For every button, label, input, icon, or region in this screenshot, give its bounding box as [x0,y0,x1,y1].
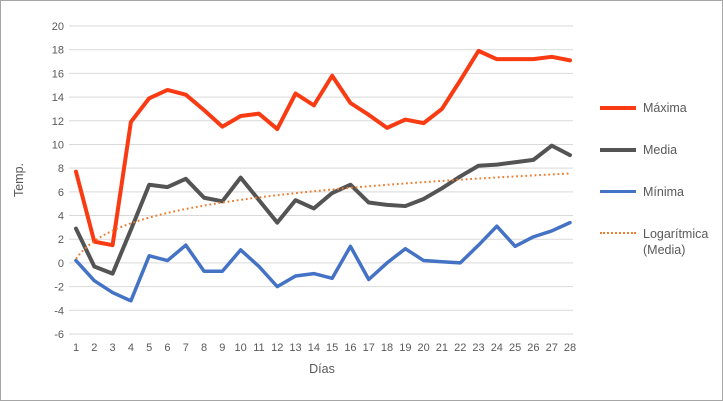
y-tick-label: 12 [52,116,64,128]
legend-label: Mínima [643,185,684,199]
x-tick-label: 19 [399,342,411,354]
x-tick-label: 22 [454,342,466,354]
x-tick-label: 21 [436,342,448,354]
x-tick-label: 2 [91,342,97,354]
legend-label: Media [643,143,678,157]
gridlines [69,25,573,335]
y-tick-label: 6 [58,187,64,199]
series-line-m-nima [74,220,572,303]
x-tick-label: 5 [146,342,152,354]
y-tick-label: 0 [58,258,64,270]
legend-label: Logarítmica (Media) [643,227,709,257]
legend: Máxima Media Mínima Logarítmica (Media) [600,100,720,258]
x-tick-label: 15 [326,342,338,354]
x-tick-label: 11 [253,342,264,354]
x-tick-label: 12 [271,342,283,354]
y-tick-label: 20 [52,21,64,33]
x-tick-label: 4 [128,342,134,354]
y-tick-label: -6 [54,329,64,341]
x-tick-label: 9 [219,342,225,354]
series-line-media [74,143,572,276]
x-tick-label: 7 [183,342,189,354]
x-tick-label: 26 [527,342,539,354]
x-tick-label: 16 [344,342,356,354]
x-tick-label: 20 [418,342,430,354]
y-tick-label: 4 [58,211,64,223]
legend-swatch-m-nima-line [600,190,636,193]
x-tick-label: 27 [546,342,558,354]
legend-item-m-nima[interactable]: Mínima [600,184,720,200]
x-tick-label: 3 [110,342,116,354]
series-line-m-xima [74,48,572,248]
legend-item-logar-tmica-media[interactable]: Logarítmica (Media) [600,226,720,258]
x-axis-title: Días [309,362,335,376]
y-tick-label: 14 [52,92,64,104]
x-tick-label: 1 [73,342,79,354]
y-tick-label: 8 [58,163,64,175]
legend-label: Máxima [643,101,687,115]
legend-item-m-xima[interactable]: Máxima [600,100,720,116]
y-tick-label: 16 [52,68,64,80]
x-tick-label: 24 [491,342,503,354]
y-tick-label: -2 [54,282,64,294]
x-tick-label: 25 [509,342,521,354]
x-tick-label: 13 [289,342,301,354]
x-tick-label: 10 [235,342,247,354]
x-tick-label: 17 [363,342,375,354]
legend-swatch-logar-tmica-media-dotted-line [600,232,636,234]
chart-series [74,48,572,303]
x-tick-label: 14 [308,342,320,354]
legend-swatch-media-line [600,148,636,152]
x-tick-label: 23 [472,342,484,354]
x-tick-label: 28 [564,342,576,354]
y-tick-label: -4 [54,305,64,317]
x-tick-label: 6 [164,342,170,354]
legend-swatch-m-xima-line [600,106,636,110]
x-tick-labels: 1 2 3 4 5 6 7 8 9 10 11 12 13 14 15 16 17 18 19 20 21 22 23 24 2… [73,342,576,354]
x-tick-label: 8 [201,342,207,354]
y-tick-label: 2 [58,234,64,246]
y-tick-label: 10 [52,139,64,151]
legend-item-media[interactable]: Media [600,142,720,158]
y-axis-title: Temp. [12,163,26,197]
x-tick-label: 18 [381,342,393,354]
y-tick-label: 18 [52,45,64,57]
